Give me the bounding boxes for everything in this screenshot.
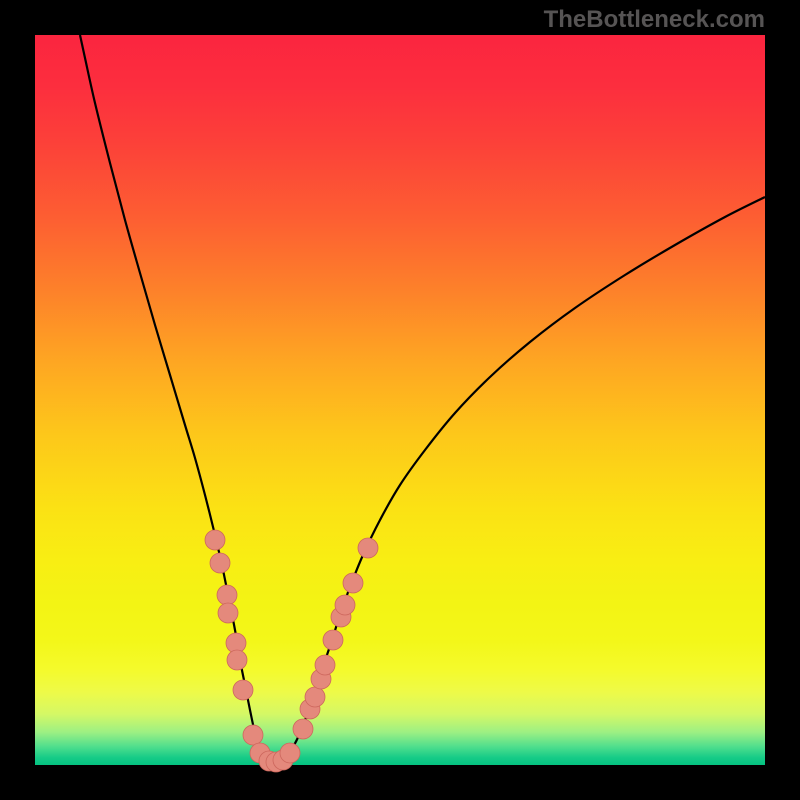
watermark-text: TheBottleneck.com — [544, 6, 765, 34]
data-marker — [358, 538, 378, 558]
data-marker — [243, 725, 263, 745]
data-marker — [280, 743, 300, 763]
data-marker — [205, 530, 225, 550]
data-marker — [323, 630, 343, 650]
data-marker — [343, 573, 363, 593]
data-marker — [335, 595, 355, 615]
data-marker — [217, 585, 237, 605]
chart-svg — [0, 0, 800, 800]
data-marker — [305, 687, 325, 707]
data-marker — [227, 650, 247, 670]
plot-background — [35, 35, 765, 765]
data-marker — [210, 553, 230, 573]
data-marker — [233, 680, 253, 700]
chart-container: TheBottleneck.com — [0, 0, 800, 800]
data-marker — [293, 719, 313, 739]
data-marker — [218, 603, 238, 623]
data-marker — [315, 655, 335, 675]
